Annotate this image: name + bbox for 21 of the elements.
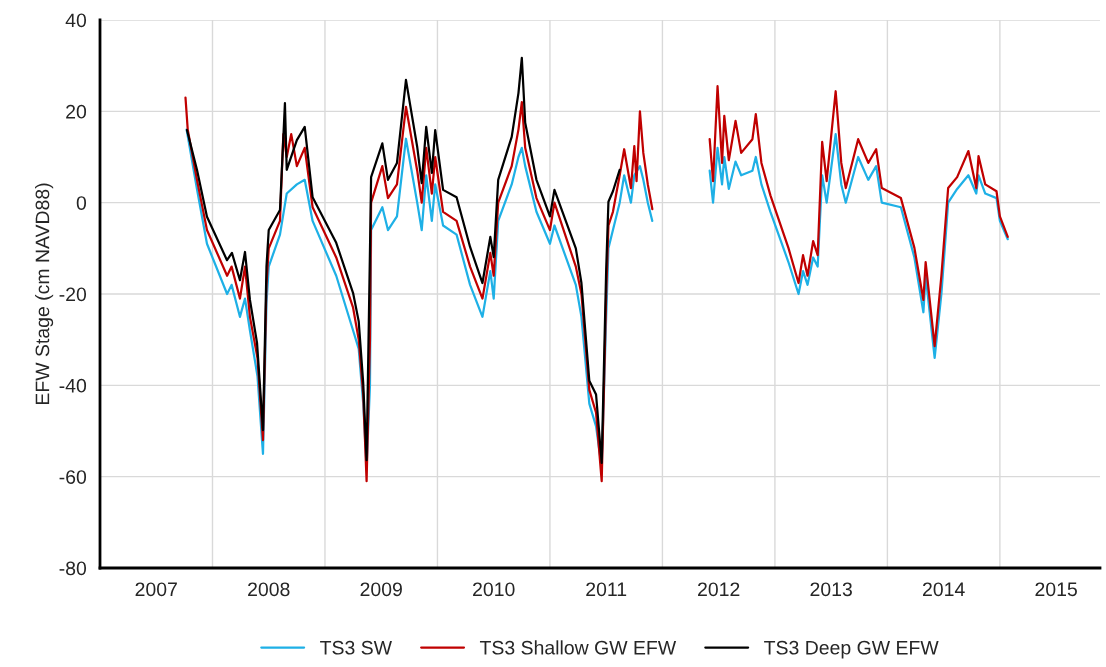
y-axis-title: EFW Stage (cm NAVD88) (35, 183, 54, 405)
y-tick-label: -60 (59, 470, 87, 484)
legend-label: TS3 SW (320, 640, 392, 655)
y-tick-label: -20 (59, 287, 87, 302)
x-tick-label: 2014 (923, 582, 965, 597)
x-tick-label: 2008 (248, 582, 290, 597)
y-tick-label: 0 (76, 196, 87, 210)
x-tick-label: 2012 (698, 582, 740, 597)
x-tick-label: 2011 (586, 582, 627, 597)
x-tick-label: 2015 (1035, 582, 1077, 597)
y-tick-label: -40 (59, 378, 87, 393)
x-tick-label: 2009 (360, 582, 402, 597)
legend-label: TS3 Shallow GW EFW (479, 640, 677, 655)
x-tick-label: 2013 (810, 582, 852, 597)
x-tick-label: 2007 (135, 582, 177, 597)
y-tick-label: -80 (59, 561, 87, 576)
y-tick-label: 40 (65, 13, 87, 28)
line-series (185, 56, 621, 465)
y-tick-label: 20 (66, 104, 87, 119)
x-tick-label: 2010 (473, 582, 515, 597)
legend-label: TS3 Deep GW EFW (764, 640, 939, 659)
